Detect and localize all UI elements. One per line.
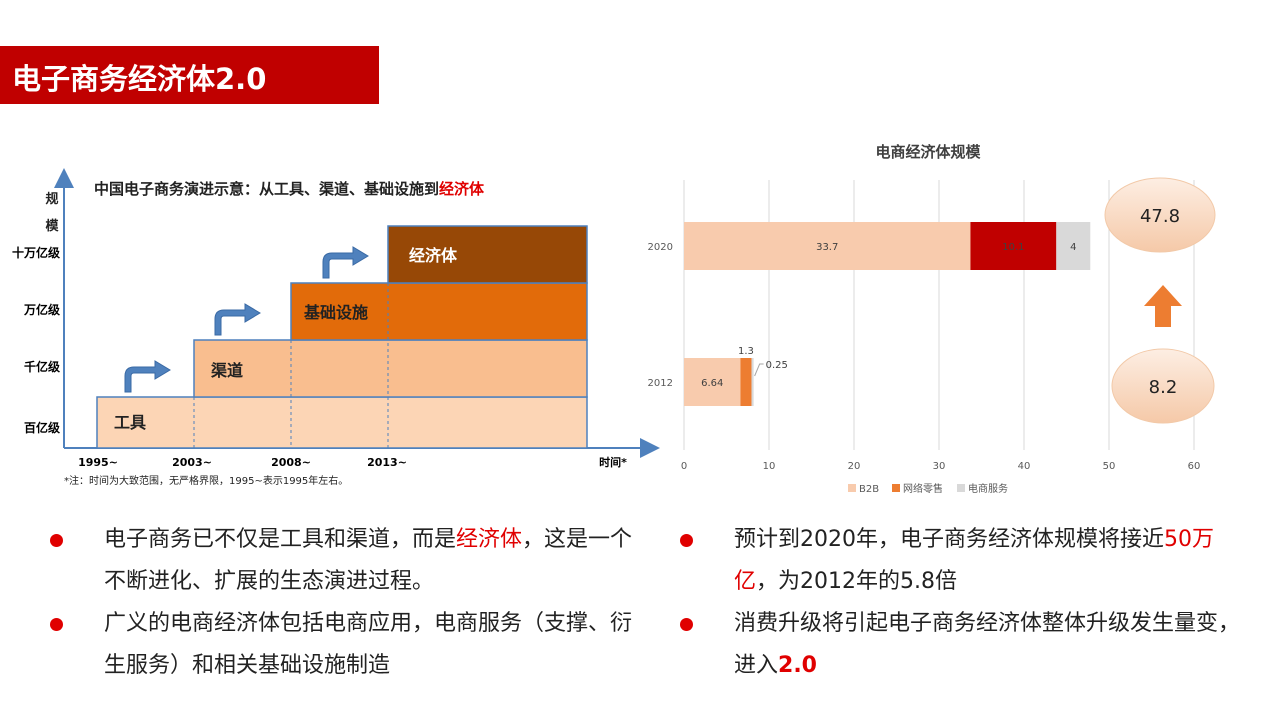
list-item: 预计到2020年，电子商务经济体规模将接近50万亿，为2012年的5.8倍: [680, 519, 1240, 603]
list-item: 电子商务已不仅是工具和渠道，而是经济体，这是一个不断进化、扩展的生态演进过程。: [50, 519, 640, 603]
bullets-right: 预计到2020年，电子商务经济体规模将接近50万亿，为2012年的5.8倍 消费…: [680, 519, 1240, 687]
evo-x-tick: 2003~: [172, 456, 212, 469]
chart-bar-segment: [684, 222, 971, 270]
chart-x-tick: 60: [1188, 461, 1201, 472]
chart-category-label: 2020: [648, 242, 673, 253]
chart-title: 电商经济体规模: [875, 143, 981, 161]
chart-bar-segment: [751, 358, 754, 406]
evo-note: *注：时间为大致范围，无严格界限，1995~表示1995年左右。: [64, 474, 348, 487]
bullet-dot-icon: [50, 534, 63, 547]
growth-arrow-icon: [1144, 285, 1182, 327]
chart-data-label: 1.3: [738, 346, 754, 357]
stage-label-economy: 经济体: [409, 246, 458, 265]
chart-data-label: 4: [1070, 242, 1076, 253]
bullets-left: 电子商务已不仅是工具和渠道，而是经济体，这是一个不断进化、扩展的生态演进过程。 …: [50, 519, 640, 687]
evo-level-label: 万亿级: [23, 302, 60, 317]
page-title: 电子商务经济体2.0: [12, 62, 267, 96]
stage-label-infrastructure: 基础设施: [303, 303, 368, 322]
evo-x-tick: 2013~: [367, 456, 407, 469]
evo-level-label: 百亿级: [24, 420, 60, 435]
chart-bar-segment: [1056, 222, 1091, 270]
total-2012-value: 8.2: [1149, 377, 1178, 398]
step-arrow-icon: [124, 360, 171, 393]
evo-figure-title: 中国电子商务演进示意：从工具、渠道、基础设施到经济体: [94, 180, 485, 198]
chart-data-label: 33.7: [816, 242, 838, 253]
list-item: 消费升级将引起电子商务经济体整体升级发生量变，进入2.0: [680, 603, 1240, 687]
evo-x-axis-label: 时间*: [599, 455, 627, 469]
title-banner: 电子商务经济体2.0: [0, 46, 379, 104]
evo-level-label: 千亿级: [24, 359, 60, 374]
chart-bar-segment: [740, 358, 752, 406]
chart-x-tick: 0: [681, 461, 687, 472]
evo-level-label: 十万亿级: [12, 245, 60, 260]
chart-legend-swatch: [892, 484, 900, 492]
chart-legend-swatch: [848, 484, 856, 492]
chart-legend-swatch: [957, 484, 965, 492]
chart-leader-line: [754, 363, 764, 377]
bullet-dot-icon: [50, 618, 63, 631]
evo-y-axis-label: 规模: [43, 192, 59, 233]
chart-legend-label: 电商服务: [968, 482, 1008, 495]
bullet-dot-icon: [680, 534, 693, 547]
stage-block-economy: [387, 225, 588, 284]
step-arrow-icon: [322, 246, 369, 279]
stage-block-channel: [193, 339, 588, 398]
chart-x-tick: 30: [933, 461, 946, 472]
total-bubble-2012: [1111, 348, 1215, 424]
chart-x-tick: 40: [1018, 461, 1031, 472]
chart-data-label: 6.64: [701, 378, 723, 389]
chart-bar-segment: [970, 222, 1057, 270]
step-arrow-icon: [214, 303, 261, 336]
chart-x-tick: 50: [1103, 461, 1116, 472]
chart-x-tick: 10: [763, 461, 776, 472]
chart-bar-segment: [684, 358, 741, 406]
stage-label-tools: 工具: [114, 413, 146, 432]
chart-legend-label: B2B: [859, 484, 879, 495]
stage-block-tools: [96, 396, 588, 449]
evo-x-tick: 1995~: [78, 456, 118, 469]
chart-x-tick: 20: [848, 461, 861, 472]
chart-category-label: 2012: [648, 378, 673, 389]
chart-data-label: 0.25: [766, 360, 788, 371]
evo-x-tick: 2008~: [271, 456, 311, 469]
bullet-dot-icon: [680, 618, 693, 631]
stage-label-channel: 渠道: [211, 361, 243, 380]
list-item: 广义的电商经济体包括电商应用，电商服务（支撑、衍生服务）和相关基础设施制造: [50, 603, 640, 687]
chart-data-label: 10.1: [1002, 242, 1024, 253]
chart-legend-label: 网络零售: [903, 482, 943, 495]
total-2020-value: 47.8: [1140, 206, 1180, 227]
total-bubble-2020: [1104, 177, 1216, 253]
